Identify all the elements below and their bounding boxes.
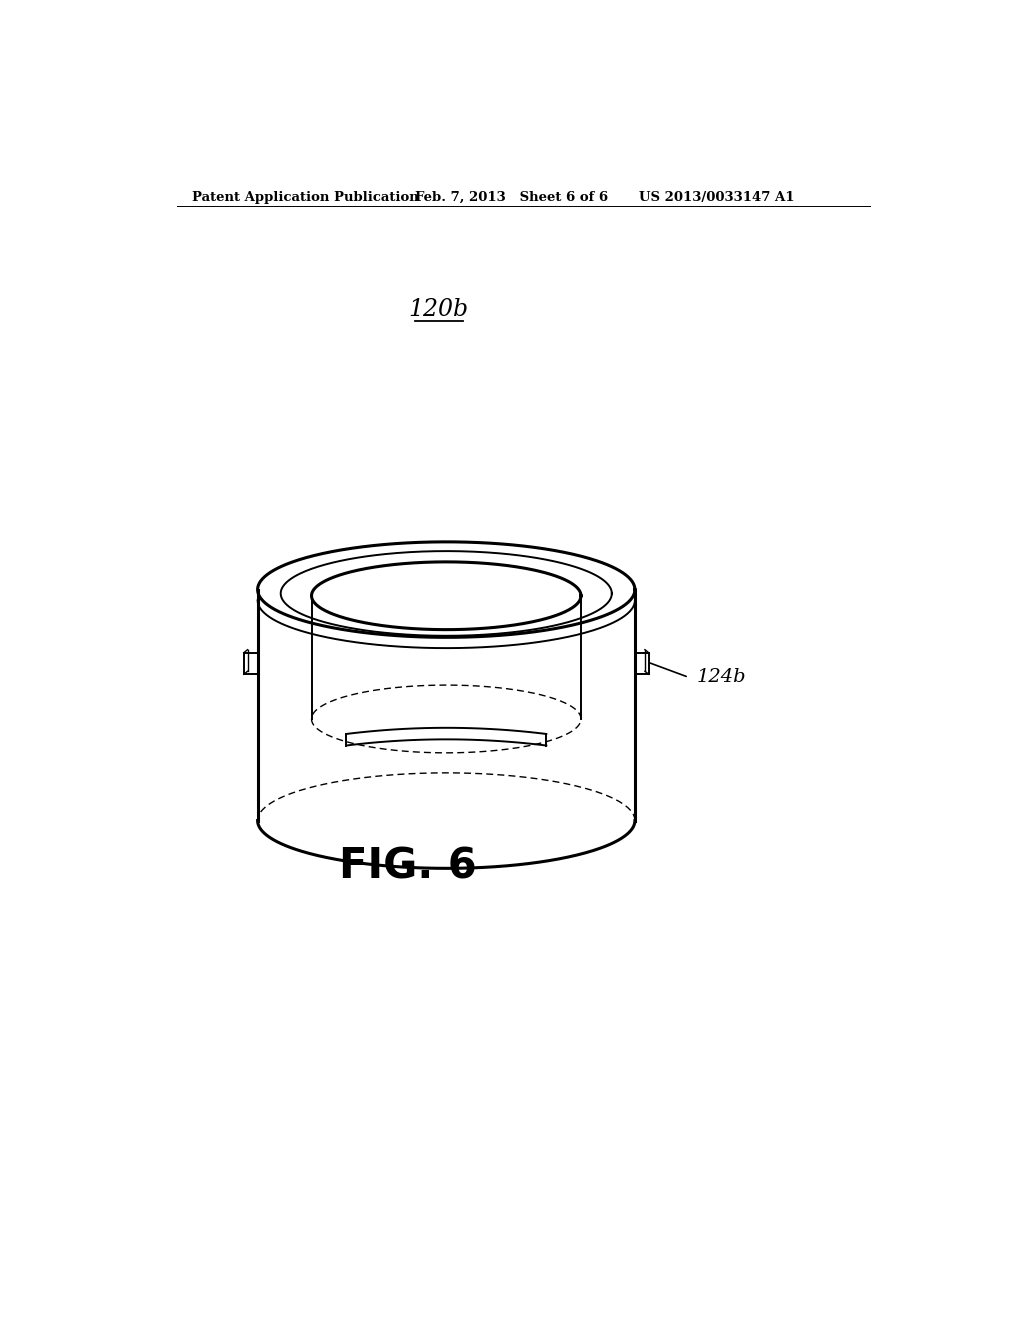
- Text: US 2013/0033147 A1: US 2013/0033147 A1: [639, 191, 795, 203]
- Text: 124b: 124b: [696, 668, 746, 686]
- Text: Patent Application Publication: Patent Application Publication: [193, 191, 419, 203]
- Text: Feb. 7, 2013   Sheet 6 of 6: Feb. 7, 2013 Sheet 6 of 6: [416, 191, 608, 203]
- Text: 120b: 120b: [409, 298, 469, 321]
- Text: FIG. 6: FIG. 6: [339, 846, 476, 888]
